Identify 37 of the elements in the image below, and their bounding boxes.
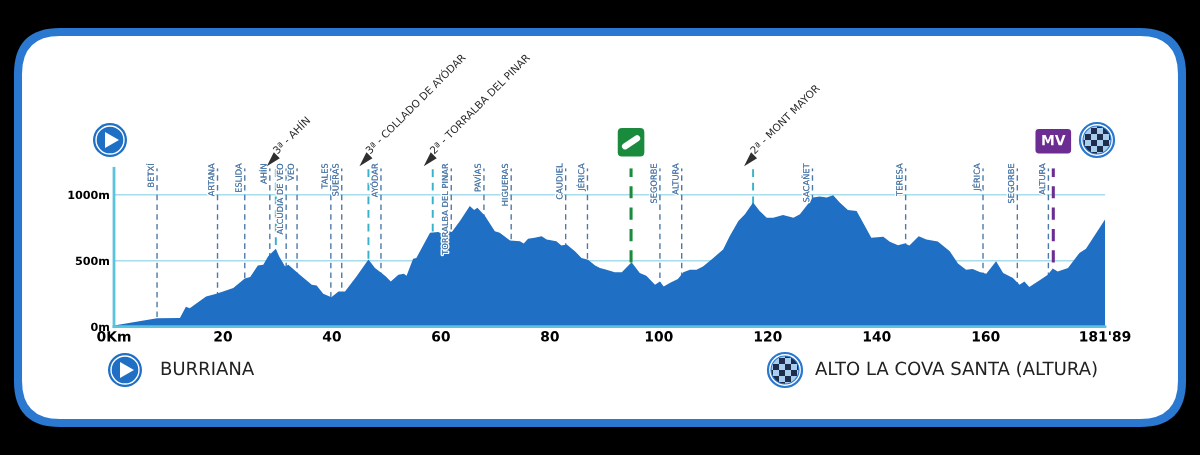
x-tick-label: 40 bbox=[322, 331, 341, 342]
ref-line-label: SEGORBE bbox=[1007, 163, 1015, 204]
x-tick-label: 181'89 bbox=[1080, 331, 1131, 342]
ref-line-label: PAVÍAS bbox=[473, 163, 481, 192]
ref-line-label: CAUDIEL bbox=[556, 163, 563, 200]
ref-line-label: JÉRICA bbox=[972, 163, 982, 192]
ref-line-label: SACAÑET bbox=[801, 163, 810, 202]
ref-line-label: HIGUERAS bbox=[501, 163, 509, 206]
x-tick-label: 100 bbox=[645, 331, 673, 342]
text: BURRIANA bbox=[161, 361, 255, 376]
y-tick-label: 0m bbox=[91, 322, 109, 332]
ref-line-label: ESLIDA bbox=[235, 163, 242, 193]
y-tick-label: 1000m bbox=[68, 190, 109, 200]
ref-line-label: AYÓDAR bbox=[370, 163, 378, 198]
x-tick-label: 80 bbox=[541, 331, 559, 342]
x-tick-label: 120 bbox=[754, 331, 782, 342]
x-tick-label: 60 bbox=[432, 331, 450, 342]
x-tick-label: 160 bbox=[972, 331, 1000, 342]
x-tick-label: 20 bbox=[214, 331, 232, 342]
ref-line-label: ARTANA bbox=[208, 163, 215, 197]
ref-line-label: ALCUDIA DE VEO bbox=[276, 163, 284, 235]
ref-line-label: SEGORBE bbox=[650, 163, 657, 204]
ref-line-label: AHÍN bbox=[258, 164, 267, 184]
x-tick-label: 0Km bbox=[97, 331, 131, 342]
y-tick-label: 500m bbox=[75, 256, 109, 266]
ref-line-label: BETXÍ bbox=[146, 163, 154, 187]
text: ALTO LA COVA SANTA (ALTURA) bbox=[815, 361, 1097, 378]
ref-line-label: TERESA bbox=[896, 163, 903, 196]
ref-line-label: VEO bbox=[287, 163, 294, 181]
ref-line-label: ALTURA bbox=[672, 163, 679, 195]
ref-line-label: SUERAS bbox=[332, 163, 339, 196]
ref-line-label: MV bbox=[1042, 135, 1066, 146]
ref-line-label: JÉRICA bbox=[576, 163, 586, 192]
ref-line-label: TALES bbox=[321, 163, 328, 189]
x-tick-label: 140 bbox=[863, 331, 891, 342]
ref-line-label: TORRALBA DEL PINAR bbox=[441, 163, 449, 255]
ref-line-label: ALTURA bbox=[1039, 163, 1046, 195]
